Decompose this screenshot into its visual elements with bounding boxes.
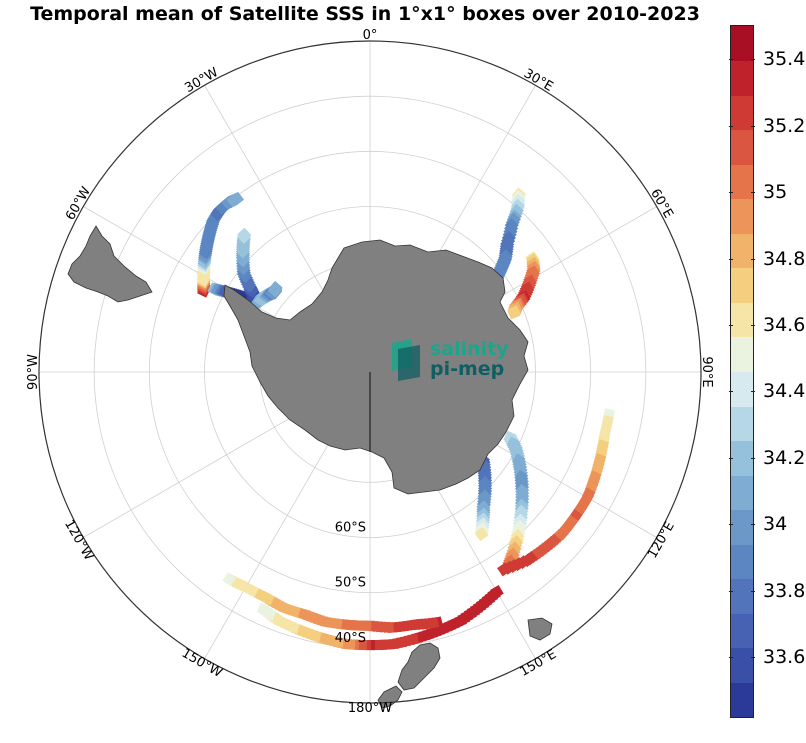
colorbar bbox=[730, 25, 754, 718]
colorbar-swatch bbox=[731, 302, 753, 338]
colorbar-swatch bbox=[731, 26, 753, 62]
colorbar-tick-label: 34.6 bbox=[763, 313, 806, 336]
sss-cell bbox=[497, 562, 511, 577]
colorbar-tick-label: 34.8 bbox=[763, 247, 806, 270]
colorbar-tick-label: 34.2 bbox=[763, 446, 806, 469]
longitude-label: 30°W bbox=[182, 65, 221, 96]
colorbar-swatch bbox=[731, 60, 753, 96]
colorbar-swatch bbox=[731, 371, 753, 407]
colorbar-tick bbox=[751, 457, 755, 459]
colorbar-swatch bbox=[731, 198, 753, 234]
longitude-label: 90°W bbox=[26, 354, 41, 390]
antarctica-landmass bbox=[223, 239, 529, 495]
colorbar-tick bbox=[729, 192, 733, 194]
colorbar-tick bbox=[729, 457, 733, 459]
colorbar-tick bbox=[751, 192, 755, 194]
colorbar-swatch bbox=[731, 406, 753, 442]
patagonia-landmass bbox=[67, 225, 153, 303]
sss-track bbox=[497, 408, 615, 577]
colorbar-tick-label: 35.2 bbox=[763, 114, 806, 137]
longitude-label: 90°E bbox=[699, 356, 714, 387]
colorbar-swatch bbox=[731, 613, 753, 649]
tasmania-landmass bbox=[527, 617, 553, 641]
logo-text-salinity: salinity bbox=[430, 338, 509, 360]
sss-cell bbox=[230, 191, 245, 206]
colorbar-tick bbox=[751, 324, 755, 326]
colorbar-swatch bbox=[731, 509, 753, 545]
colorbar-swatch bbox=[731, 95, 753, 131]
sss-track bbox=[501, 430, 530, 574]
colorbar-swatch bbox=[731, 440, 753, 476]
sss-cell bbox=[507, 306, 521, 320]
longitude-label: 120°W bbox=[61, 517, 96, 563]
logo-text-pimep: pi-mep bbox=[430, 358, 505, 380]
colorbar-tick bbox=[729, 258, 733, 260]
colorbar-swatch bbox=[731, 164, 753, 200]
colorbar-swatch bbox=[731, 129, 753, 165]
logo-mark-icon bbox=[392, 339, 420, 381]
latitude-label: 50°S bbox=[335, 576, 366, 591]
colorbar-tick bbox=[729, 391, 733, 393]
colorbar-swatches bbox=[731, 26, 753, 718]
sss-cell bbox=[474, 527, 489, 542]
colorbar-tick-label: 35.4 bbox=[763, 48, 806, 71]
longitude-label: 60°W bbox=[63, 184, 94, 223]
colorbar-tick bbox=[751, 657, 755, 659]
sss-track bbox=[507, 251, 541, 320]
longitude-label: 180°W bbox=[348, 701, 392, 716]
colorbar-swatch bbox=[731, 336, 753, 372]
colorbar-tick bbox=[751, 524, 755, 526]
colorbar-swatch bbox=[731, 682, 753, 718]
colorbar-tick bbox=[751, 391, 755, 393]
sss-cell bbox=[256, 602, 271, 617]
sss-cell bbox=[222, 572, 237, 587]
colorbar-tick bbox=[729, 590, 733, 592]
sss-track bbox=[196, 191, 245, 298]
colorbar-swatch bbox=[731, 233, 753, 269]
latitude-label: 40°S bbox=[335, 631, 366, 646]
colorbar-swatch bbox=[731, 267, 753, 303]
new-zealand-south-island bbox=[397, 642, 441, 691]
longitude-label: 0° bbox=[363, 28, 378, 43]
colorbar-tick-label: 34 bbox=[763, 513, 788, 536]
map-title: Temporal mean of Satellite SSS in 1°x1° … bbox=[30, 3, 700, 25]
colorbar-tick-label: 35 bbox=[763, 181, 788, 204]
sss-track bbox=[222, 572, 444, 633]
colorbar-swatch bbox=[731, 578, 753, 614]
salinity-pimep-logo: salinity pi-mep bbox=[390, 335, 510, 387]
latitude-labels: 60°S 50°S 40°S bbox=[335, 521, 366, 646]
colorbar-tick-label: 34.4 bbox=[763, 380, 806, 403]
longitude-label: 60°E bbox=[647, 186, 676, 221]
colorbar-tick-label: 33.8 bbox=[763, 579, 806, 602]
longitude-label: 30°E bbox=[521, 66, 556, 95]
colorbar-tick bbox=[751, 59, 755, 61]
colorbar-tick bbox=[729, 125, 733, 127]
sss-cell bbox=[237, 227, 252, 242]
colorbar-swatch bbox=[731, 544, 753, 580]
colorbar-tick bbox=[729, 657, 733, 659]
colorbar-tick bbox=[729, 59, 733, 61]
colorbar-tick bbox=[729, 524, 733, 526]
longitude-label: 150°W bbox=[179, 646, 225, 681]
sss-track bbox=[256, 584, 504, 651]
sss-cell bbox=[268, 280, 283, 296]
colorbar-tick-label: 33.6 bbox=[763, 646, 806, 669]
land-layer bbox=[67, 225, 553, 709]
colorbar-tick bbox=[751, 258, 755, 260]
map-boundary bbox=[38, 40, 702, 704]
latitude-label: 60°S bbox=[335, 521, 366, 536]
colorbar-swatch bbox=[731, 647, 753, 683]
colorbar-tick bbox=[729, 324, 733, 326]
longitude-label: 150°E bbox=[517, 647, 559, 680]
colorbar-tick bbox=[751, 125, 755, 127]
colorbar-swatch bbox=[731, 475, 753, 511]
longitude-label: 120°E bbox=[645, 519, 678, 561]
sss-track bbox=[250, 280, 283, 309]
colorbar-tick bbox=[751, 590, 755, 592]
